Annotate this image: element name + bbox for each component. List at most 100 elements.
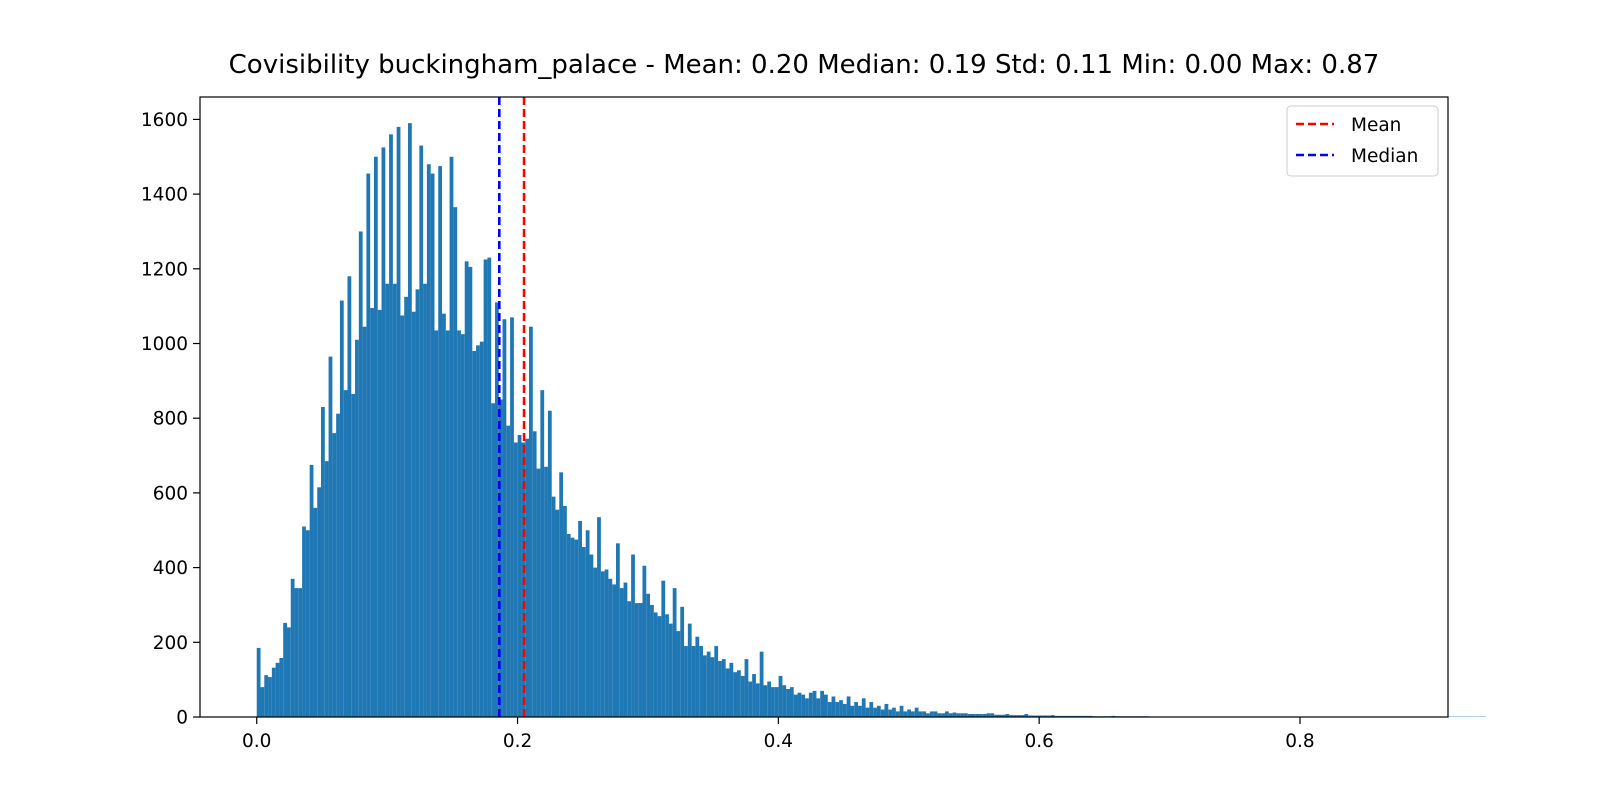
histogram-bar — [922, 711, 927, 717]
histogram-bar — [581, 547, 586, 717]
histogram-bar — [593, 567, 598, 717]
histogram-bar — [389, 134, 393, 718]
histogram-bar — [646, 593, 651, 717]
histogram-bar — [653, 612, 658, 717]
y-tick-label: 0 — [176, 708, 188, 729]
histogram-bar — [725, 668, 730, 717]
histogram-bar — [805, 698, 809, 717]
histogram-bar — [842, 703, 847, 717]
histogram-bar — [699, 646, 703, 717]
histogram-bar — [835, 702, 840, 717]
histogram-bar — [971, 714, 976, 717]
histogram-bar — [899, 705, 904, 717]
histogram-bar — [876, 705, 881, 717]
histogram-bar — [956, 713, 961, 717]
histogram-bar — [695, 636, 700, 717]
histogram-bar — [865, 707, 870, 717]
y-tick-label: 600 — [153, 483, 188, 504]
histogram-bar — [430, 173, 435, 717]
histogram-bar — [657, 616, 662, 717]
histogram-bar — [789, 687, 794, 717]
histogram-bar — [563, 505, 567, 717]
y-tick-label: 1000 — [141, 334, 188, 355]
histogram-bar — [370, 308, 374, 717]
histogram-bar — [721, 659, 726, 717]
histogram-bar — [566, 533, 571, 717]
histogram-bar — [460, 334, 465, 717]
histogram-bar — [997, 714, 1002, 717]
histogram-bar — [585, 530, 590, 717]
histogram-bar — [271, 667, 276, 717]
histogram-bar — [665, 614, 669, 717]
histogram-bar — [873, 707, 877, 717]
histogram-bar — [328, 356, 333, 717]
histogram-bar — [672, 588, 677, 717]
histogram-bar — [986, 713, 991, 717]
histogram-bar — [895, 711, 900, 717]
histogram-bar — [941, 713, 946, 717]
histogram-bar — [627, 601, 632, 717]
histogram-bar — [824, 694, 828, 717]
histogram-bar — [1047, 715, 1051, 717]
x-tick-label: 0.6 — [1024, 731, 1053, 752]
histogram-bar — [661, 580, 666, 717]
histogram-bar — [1013, 715, 1017, 717]
x-axis: 0.0 0.2 0.4 0.6 0.8 — [242, 717, 1315, 752]
histogram-bar — [408, 123, 412, 717]
histogram-bar — [279, 657, 284, 717]
histogram-bar — [373, 156, 378, 717]
histogram-bar — [718, 660, 722, 717]
histogram-bar — [1032, 715, 1036, 717]
histogram-bar — [1043, 715, 1048, 717]
histogram-bar — [937, 713, 942, 717]
histogram-bar — [612, 584, 616, 717]
histogram-bar — [457, 330, 461, 717]
histogram-bar — [812, 690, 817, 717]
histogram-bar — [275, 662, 280, 717]
histogram-bar — [415, 289, 420, 717]
histogram-bar — [385, 283, 390, 717]
histogram-bar — [1039, 715, 1044, 717]
histogram-bar — [547, 410, 552, 717]
histogram-bar — [1035, 715, 1040, 717]
histogram-bar — [423, 283, 427, 717]
legend: Mean Median — [1286, 105, 1439, 177]
histogram-bar — [1001, 714, 1006, 717]
legend-median-label: Median — [1351, 146, 1418, 167]
histogram-bar — [491, 403, 495, 717]
histogram-bar — [445, 330, 450, 717]
histogram-bar — [268, 677, 272, 717]
histogram-bar — [797, 692, 802, 717]
histogram-bar — [816, 698, 821, 717]
histogram-bar — [1024, 714, 1029, 717]
histogram-bar — [910, 711, 915, 717]
histogram-bar — [442, 313, 446, 717]
histogram-bar — [339, 300, 344, 717]
histogram-bar — [351, 393, 356, 717]
histogram-bar — [362, 326, 367, 717]
x-tick-label: 0.0 — [242, 731, 271, 752]
histogram-bar — [990, 713, 995, 717]
histogram-bar — [676, 631, 681, 717]
histogram-bar — [839, 700, 843, 717]
histogram-bar — [918, 711, 923, 717]
histogram-bar — [336, 413, 340, 717]
histogram-bar — [880, 709, 885, 717]
histogram-bar — [544, 466, 548, 717]
histogram-bar — [793, 694, 798, 717]
histogram-bar — [650, 604, 654, 717]
histogram-bar — [994, 714, 998, 717]
histogram-bar — [404, 296, 408, 717]
histogram-bar — [702, 655, 707, 717]
histogram-bar — [691, 646, 696, 717]
histogram-bar — [771, 687, 775, 717]
histogram-bar — [438, 166, 443, 718]
histogram-bar — [321, 407, 325, 717]
y-tick-label: 200 — [153, 633, 188, 654]
histogram-bar — [529, 326, 533, 717]
histogram-bar — [945, 711, 949, 717]
histogram-bar — [305, 530, 310, 717]
histogram-bar — [479, 341, 484, 717]
legend-mean-label: Mean — [1351, 115, 1401, 136]
